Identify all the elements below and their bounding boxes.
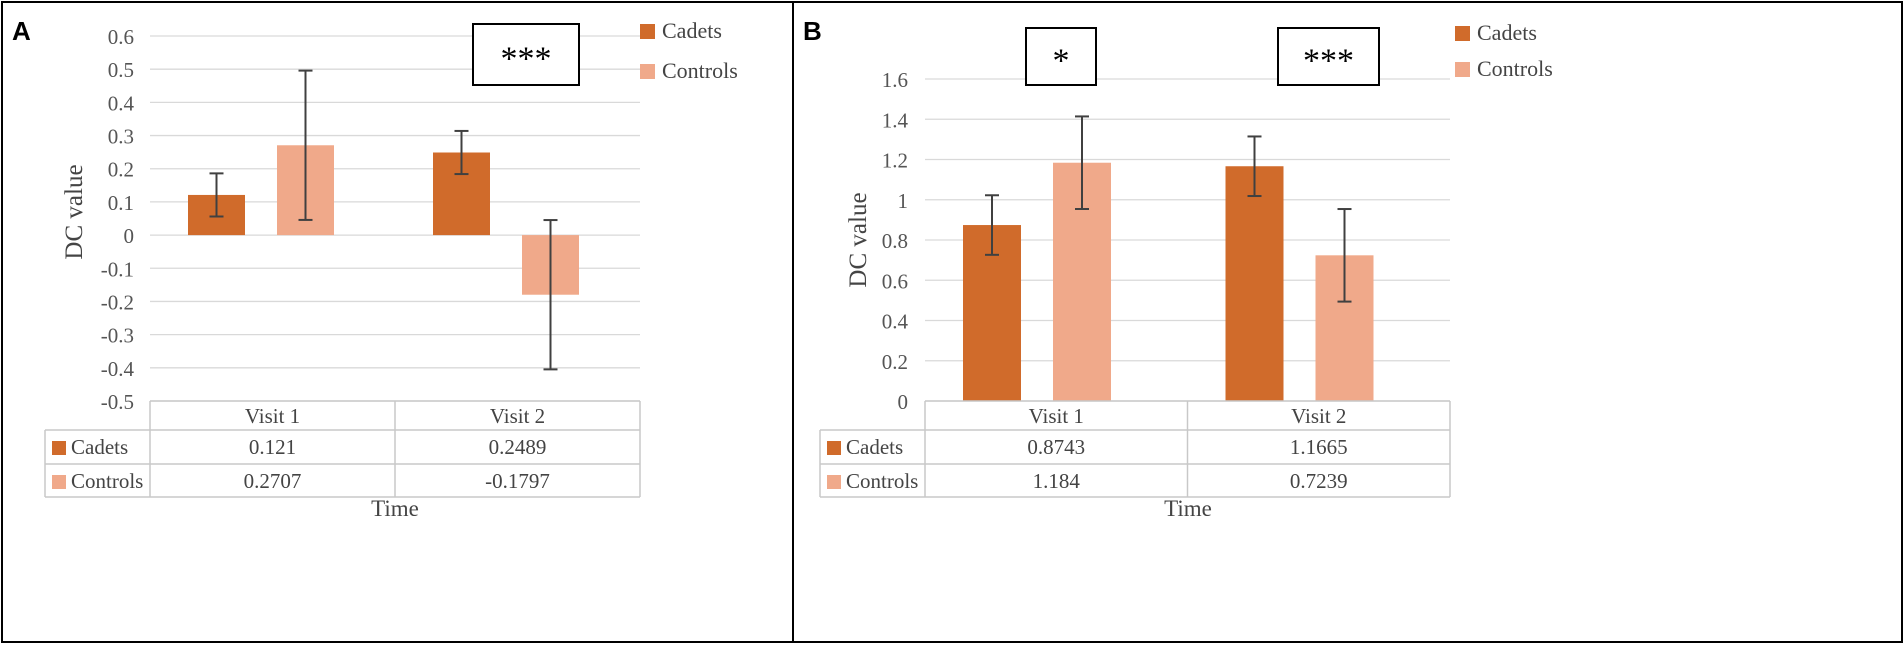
y-tick-label: 0.2	[108, 158, 134, 182]
table-row-label: Cadets	[846, 435, 903, 459]
y-tick-label: 0	[898, 390, 909, 414]
legend-label-cadets: Cadets	[1477, 20, 1537, 45]
legend-swatch-cadets	[640, 24, 655, 39]
y-axis-label: DC value	[845, 192, 872, 287]
legend-label-cadets: Cadets	[662, 18, 722, 43]
y-tick-label: 0.8	[882, 229, 908, 253]
panel-a-frame	[1, 1, 938, 643]
table-value: 1.1665	[1290, 435, 1348, 459]
table-row-label: Cadets	[71, 435, 128, 459]
y-tick-label: 0.4	[882, 310, 909, 334]
bar-cadets-visit-2	[1225, 166, 1284, 401]
significance-marker: *	[1053, 43, 1070, 80]
x-axis-label: Time	[371, 496, 419, 521]
significance-box	[472, 23, 580, 86]
y-tick-label: -0.2	[101, 290, 134, 314]
category-label: Visit 1	[1029, 404, 1084, 428]
y-tick-label: 0.3	[108, 125, 134, 149]
table-value: -0.1797	[485, 469, 550, 493]
category-label: Visit 2	[1291, 404, 1346, 428]
category-label: Visit 2	[490, 404, 545, 428]
legend-label-controls: Controls	[1477, 56, 1553, 81]
y-tick-label: -0.5	[101, 390, 134, 414]
table-value: 0.121	[249, 435, 296, 459]
y-tick-label: 0.6	[108, 25, 134, 49]
y-axis-label: DC value	[61, 164, 88, 259]
y-tick-label: -0.3	[101, 324, 134, 348]
panel-a: A 0.6 0.5 0.4 0.3 0.2 0.1 0 -0.1 -0.2 -0.3 -0.4 -0.…	[1, 1, 938, 643]
table-value: 0.2489	[489, 435, 547, 459]
table-value: 1.184	[1033, 469, 1081, 493]
significance-marker: ***	[501, 41, 552, 78]
legend-swatch-cadets	[1455, 26, 1470, 41]
significance-box	[1025, 27, 1097, 86]
x-axis-label: Time	[1164, 496, 1212, 521]
y-tick-label: 1.4	[882, 108, 909, 132]
y-tick-label: 0.5	[108, 58, 134, 82]
significance-marker: ***	[1303, 43, 1354, 80]
y-tick-label: 1.6	[882, 68, 908, 92]
y-tick-label: 0.1	[108, 191, 134, 215]
table-swatch	[52, 475, 66, 489]
y-tick-label: 1.2	[882, 149, 908, 173]
y-tick-label: 0.6	[882, 269, 908, 293]
panel-b: B 1.61.41.210.80.60.40.20 DC value * *** …	[792, 1, 1903, 643]
legend-label-controls: Controls	[662, 58, 738, 83]
table-value: 0.2707	[244, 469, 302, 493]
panel-b-letter: B	[803, 16, 822, 46]
table-swatch	[827, 441, 841, 455]
table-row-label: Controls	[846, 469, 918, 493]
y-tick-label: 1	[898, 189, 909, 213]
table-value: 0.8743	[1027, 435, 1085, 459]
significance-box	[1277, 27, 1380, 86]
legend-swatch-controls	[1455, 62, 1470, 77]
y-tick-label: 0.4	[108, 91, 135, 115]
table-swatch	[52, 441, 66, 455]
table-swatch	[827, 475, 841, 489]
y-tick-label: 0.2	[882, 350, 908, 374]
legend-swatch-controls	[640, 64, 655, 79]
y-tick-label: 0	[124, 224, 135, 248]
y-tick-label: -0.4	[101, 357, 135, 381]
table-value: 0.7239	[1290, 469, 1348, 493]
table-row-label: Controls	[71, 469, 143, 493]
y-tick-label: -0.1	[101, 257, 134, 281]
category-label: Visit 1	[245, 404, 300, 428]
panel-a-letter: A	[12, 16, 31, 46]
